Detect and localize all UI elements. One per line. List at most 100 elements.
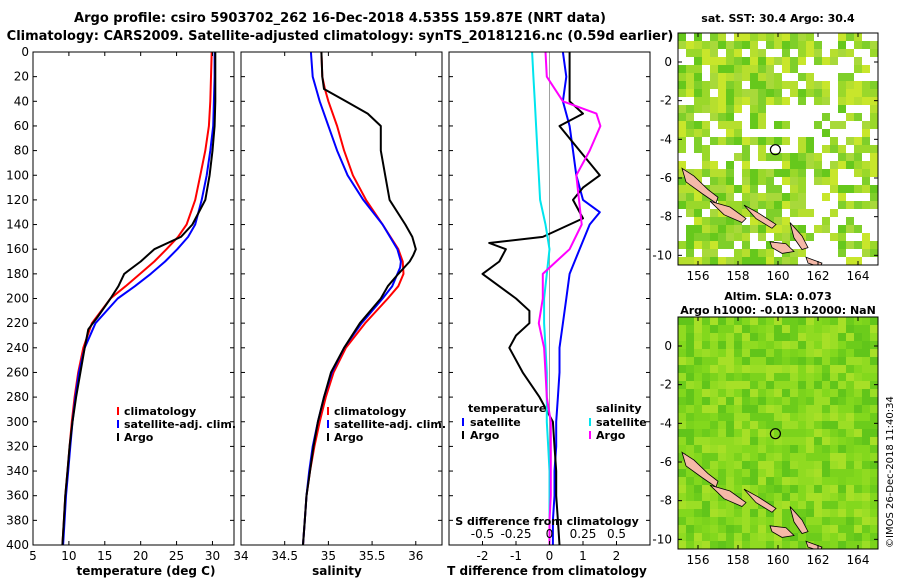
- sst-grid-cell: [718, 89, 726, 97]
- sst-grid-cell: [782, 41, 790, 49]
- sst-grid-cell: [814, 177, 822, 185]
- sla-map-title-1: Altim. SLA: 0.073: [724, 290, 831, 303]
- sla-grid-cell: [710, 325, 718, 333]
- sst-grid-cell: [734, 81, 742, 89]
- sst-grid-cell: [766, 65, 774, 73]
- sst-grid-cell: [798, 145, 806, 153]
- sst-grid-cell: [678, 129, 686, 137]
- sla-grid-cell: [790, 541, 798, 549]
- sst-grid-cell: [758, 81, 766, 89]
- sla-grid-cell: [782, 485, 790, 493]
- sst-grid-cell: [862, 169, 870, 177]
- sla-grid-cell: [862, 429, 870, 437]
- sla-grid-cell: [750, 445, 758, 453]
- sla-grid-cell: [678, 453, 686, 461]
- sst-grid-cell: [710, 233, 718, 241]
- sst-grid-cell: [678, 201, 686, 209]
- sst-grid-cell: [726, 241, 734, 249]
- sst-grid-cell: [822, 57, 830, 65]
- sla-grid-cell: [782, 477, 790, 485]
- sla-grid-cell: [702, 389, 710, 397]
- s-diff-tick-label: 0.5: [607, 527, 626, 541]
- sla-grid-cell: [814, 477, 822, 485]
- sla-grid-cell: [678, 373, 686, 381]
- sst-grid-cell: [702, 161, 710, 169]
- sla-grid-cell: [750, 501, 758, 509]
- sst-grid-cell: [790, 33, 798, 41]
- sla-grid-cell: [846, 493, 854, 501]
- sla-grid-cell: [742, 485, 750, 493]
- sst-grid-cell: [798, 89, 806, 97]
- sla-grid-cell: [726, 533, 734, 541]
- sst-grid-cell: [726, 169, 734, 177]
- sla-grid-cell: [774, 517, 782, 525]
- sst-grid-cell: [718, 33, 726, 41]
- sla-grid-cell: [806, 453, 814, 461]
- temperature-line-argo: [61, 52, 217, 545]
- s-diff-tick-label: -0.5: [471, 527, 494, 541]
- sst-grid-cell: [766, 153, 774, 161]
- sst-grid-cell: [774, 137, 782, 145]
- sst-grid-cell: [806, 89, 814, 97]
- sst-grid-cell: [710, 57, 718, 65]
- sst-grid-cell: [838, 105, 846, 113]
- sst-grid-cell: [774, 209, 782, 217]
- sla-grid-cell: [774, 437, 782, 445]
- sla-grid-cell: [814, 437, 822, 445]
- sla-grid-cell: [718, 349, 726, 357]
- sst-grid-cell: [862, 241, 870, 249]
- sla-grid-cell: [798, 373, 806, 381]
- sst-grid-cell: [862, 65, 870, 73]
- sla-grid-cell: [838, 421, 846, 429]
- sla-grid-cell: [862, 461, 870, 469]
- sla-grid-cell: [822, 453, 830, 461]
- sst-grid-cell: [806, 73, 814, 81]
- sst-grid-cell: [710, 185, 718, 193]
- sst-grid-cell: [862, 137, 870, 145]
- sst-grid-cell: [678, 169, 686, 177]
- sst-grid-cell: [822, 169, 830, 177]
- sst-grid-cell: [862, 201, 870, 209]
- sla-grid-cell: [870, 493, 878, 501]
- sla-grid-cell: [758, 525, 766, 533]
- s-diff-argo-line: [537, 52, 602, 545]
- sst-map-title: sat. SST: 30.4 Argo: 30.4: [701, 12, 855, 25]
- sla-grid-cell: [742, 373, 750, 381]
- sst-grid-cell: [798, 249, 806, 257]
- sst-grid-cell: [694, 137, 702, 145]
- sst-grid-cell: [702, 41, 710, 49]
- sla-grid-cell: [854, 341, 862, 349]
- sla-grid-cell: [854, 453, 862, 461]
- sla-grid-cell: [798, 365, 806, 373]
- depth-tick-label: 360: [6, 489, 29, 503]
- sla-grid-cell: [678, 437, 686, 445]
- sla-grid-cell: [798, 413, 806, 421]
- sst-grid-cell: [718, 185, 726, 193]
- sst-grid-cell: [750, 137, 758, 145]
- sla-grid-cell: [838, 469, 846, 477]
- legend-s-argo: Argo: [596, 429, 626, 442]
- sla-grid-cell: [766, 365, 774, 373]
- sla-grid-cell: [726, 357, 734, 365]
- sla-grid-cell: [758, 317, 766, 325]
- sla-grid-cell: [774, 413, 782, 421]
- sst-grid-cell: [750, 193, 758, 201]
- map-xtick-label: 160: [767, 269, 790, 283]
- sst-grid-cell: [702, 89, 710, 97]
- sst-grid-cell: [758, 105, 766, 113]
- sla-grid-cell: [846, 437, 854, 445]
- sla-grid-cell: [686, 517, 694, 525]
- sst-grid-cell: [702, 145, 710, 153]
- sla-grid-cell: [734, 509, 742, 517]
- sla-grid-cell: [702, 485, 710, 493]
- sst-grid-cell: [702, 129, 710, 137]
- sst-grid-cell: [686, 89, 694, 97]
- sla-grid-cell: [678, 501, 686, 509]
- sst-grid-cell: [782, 177, 790, 185]
- sst-grid-cell: [774, 233, 782, 241]
- sst-grid-cell: [798, 153, 806, 161]
- sla-grid-cell: [718, 517, 726, 525]
- sst-grid-cell: [758, 153, 766, 161]
- sst-grid-cell: [758, 225, 766, 233]
- sla-grid-cell: [862, 333, 870, 341]
